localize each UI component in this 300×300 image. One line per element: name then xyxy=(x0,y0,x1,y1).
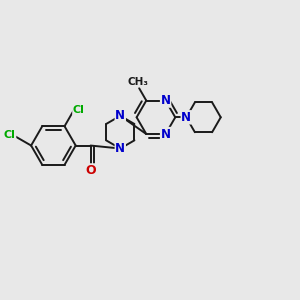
Text: N: N xyxy=(181,111,191,124)
Text: CH₃: CH₃ xyxy=(127,77,148,87)
Text: N: N xyxy=(115,142,125,155)
Text: N: N xyxy=(115,109,125,122)
Text: N: N xyxy=(160,94,171,107)
Text: O: O xyxy=(85,164,96,177)
Text: Cl: Cl xyxy=(73,105,85,115)
Text: N: N xyxy=(160,128,171,140)
Text: Cl: Cl xyxy=(4,130,16,140)
